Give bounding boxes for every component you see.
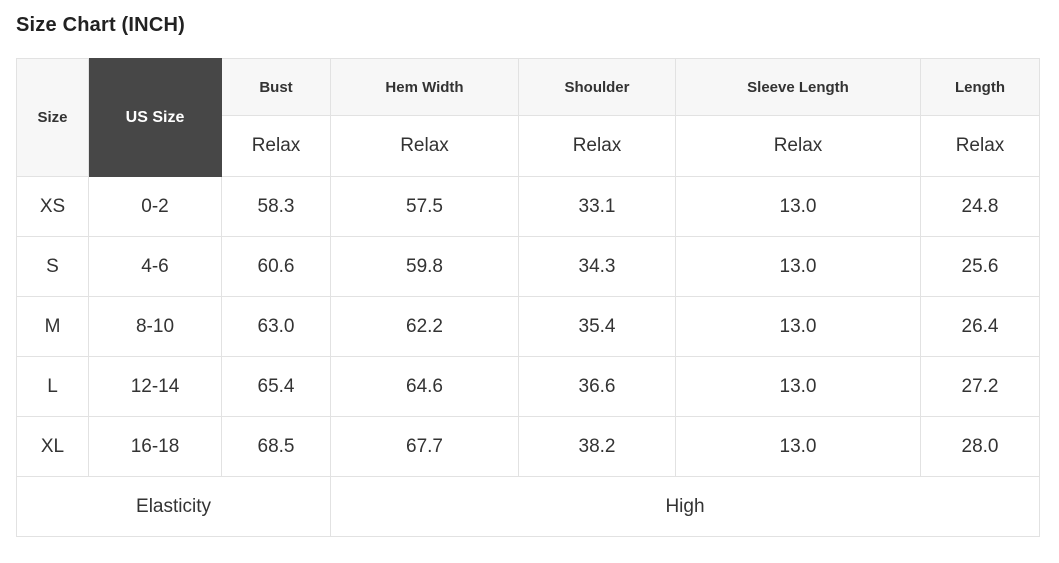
hem-width-cell: 67.7 xyxy=(330,416,519,477)
column-header-bust: Bust xyxy=(221,58,331,116)
size-chart-footer: Elasticity High xyxy=(16,476,1040,537)
bust-cell: 63.0 xyxy=(221,296,331,357)
fit-cell-shoulder: Relax xyxy=(518,115,676,177)
us-size-cell: 8-10 xyxy=(88,296,222,357)
fit-cell-sleeve-length: Relax xyxy=(675,115,921,177)
size-cell: M xyxy=(16,296,89,357)
size-row-xl: XL 16-18 68.5 67.7 38.2 13.0 28.0 xyxy=(16,416,1040,477)
fit-cell-hem-width: Relax xyxy=(330,115,519,177)
length-cell: 28.0 xyxy=(920,416,1040,477)
sleeve-length-cell: 13.0 xyxy=(675,296,921,357)
sleeve-length-cell: 13.0 xyxy=(675,356,921,417)
column-header-shoulder: Shoulder xyxy=(518,58,676,116)
length-cell: 24.8 xyxy=(920,176,1040,237)
length-cell: 27.2 xyxy=(920,356,1040,417)
size-row-xs: XS 0-2 58.3 57.5 33.1 13.0 24.8 xyxy=(16,176,1040,237)
sleeve-length-cell: 13.0 xyxy=(675,176,921,237)
column-header-size: Size xyxy=(16,58,89,177)
shoulder-cell: 36.6 xyxy=(518,356,676,417)
size-cell: XS xyxy=(16,176,89,237)
fit-cell-length: Relax xyxy=(920,115,1040,177)
size-cell: XL xyxy=(16,416,89,477)
header-fit-row: Relax Relax Relax Relax Relax xyxy=(17,115,1040,177)
column-header-hem-width: Hem Width xyxy=(330,58,519,116)
fit-cell-bust: Relax xyxy=(221,115,331,177)
sleeve-length-cell: 13.0 xyxy=(675,236,921,297)
column-header-length: Length xyxy=(920,58,1040,116)
bust-cell: 68.5 xyxy=(221,416,331,477)
elasticity-label-cell: Elasticity xyxy=(16,476,331,537)
hem-width-cell: 62.2 xyxy=(330,296,519,357)
hem-width-cell: 59.8 xyxy=(330,236,519,297)
header-label-row: Size US Size Bust Hem Width Shoulder Sle… xyxy=(16,58,1040,177)
bust-cell: 60.6 xyxy=(221,236,331,297)
elasticity-row: Elasticity High xyxy=(16,476,1040,537)
shoulder-cell: 34.3 xyxy=(518,236,676,297)
us-size-cell: 4-6 xyxy=(88,236,222,297)
size-row-s: S 4-6 60.6 59.8 34.3 13.0 25.6 xyxy=(16,236,1040,297)
hem-width-cell: 64.6 xyxy=(330,356,519,417)
hem-width-cell: 57.5 xyxy=(330,176,519,237)
us-size-cell: 0-2 xyxy=(88,176,222,237)
length-cell: 26.4 xyxy=(920,296,1040,357)
size-chart-body: XS 0-2 58.3 57.5 33.1 13.0 24.8 S 4-6 60… xyxy=(16,176,1040,477)
shoulder-cell: 33.1 xyxy=(518,176,676,237)
bust-cell: 58.3 xyxy=(221,176,331,237)
column-header-us-size: US Size xyxy=(88,58,222,177)
size-row-m: M 8-10 63.0 62.2 35.4 13.0 26.4 xyxy=(16,296,1040,357)
shoulder-cell: 38.2 xyxy=(518,416,676,477)
us-size-cell: 16-18 xyxy=(88,416,222,477)
size-cell: S xyxy=(16,236,89,297)
size-chart-table: Size US Size Bust Hem Width Shoulder Sle… xyxy=(16,58,1040,537)
size-chart-header: Size US Size Bust Hem Width Shoulder Sle… xyxy=(16,58,1040,177)
elasticity-value-cell: High xyxy=(330,476,1040,537)
bust-cell: 65.4 xyxy=(221,356,331,417)
length-cell: 25.6 xyxy=(920,236,1040,297)
us-size-cell: 12-14 xyxy=(88,356,222,417)
size-row-l: L 12-14 65.4 64.6 36.6 13.0 27.2 xyxy=(16,356,1040,417)
shoulder-cell: 35.4 xyxy=(518,296,676,357)
page-title: Size Chart (INCH) xyxy=(16,14,185,36)
size-cell: L xyxy=(16,356,89,417)
sleeve-length-cell: 13.0 xyxy=(675,416,921,477)
column-header-sleeve-length: Sleeve Length xyxy=(675,58,921,116)
